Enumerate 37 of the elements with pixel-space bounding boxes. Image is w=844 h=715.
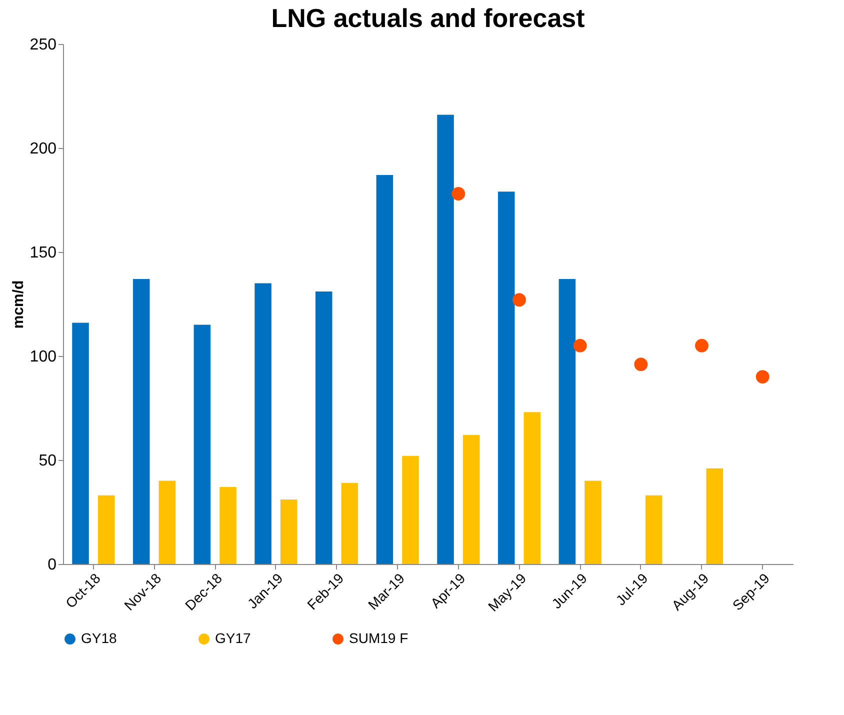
- chart-title: LNG actuals and forecast: [271, 3, 586, 33]
- bar: [462, 435, 480, 564]
- bar: [72, 322, 89, 564]
- bar: [254, 283, 272, 564]
- bar: [524, 412, 541, 564]
- bar: [706, 468, 724, 564]
- y-tick-label: 250: [30, 36, 57, 54]
- y-tick-label: 50: [38, 452, 57, 470]
- legend-label: GY17: [215, 630, 252, 646]
- point: [452, 187, 466, 200]
- bar: [315, 292, 332, 564]
- bar: [341, 482, 358, 564]
- bar: [498, 192, 515, 564]
- y-tick-label: 100: [30, 348, 57, 366]
- point: [695, 338, 708, 352]
- bar: [220, 487, 236, 564]
- point: [512, 293, 526, 307]
- bar: [158, 480, 176, 564]
- point: [756, 370, 770, 384]
- y-tick-label: 0: [48, 556, 57, 574]
- bar: [98, 495, 115, 564]
- bar: [584, 480, 602, 564]
- legend-label: SUM19 F: [349, 630, 408, 646]
- bar: [280, 500, 298, 564]
- bar: [402, 456, 419, 564]
- y-tick-label: 200: [30, 140, 57, 158]
- y-axis-title: mcm/d: [10, 280, 27, 329]
- bar: [437, 114, 454, 564]
- bar: [376, 175, 394, 564]
- bar: [194, 324, 211, 564]
- point: [634, 358, 648, 372]
- point: [573, 338, 587, 352]
- y-tick-label: 150: [30, 244, 57, 262]
- legend-label: GY18: [81, 630, 118, 646]
- bar: [645, 495, 662, 564]
- bar: [132, 279, 150, 564]
- bar: [558, 279, 576, 564]
